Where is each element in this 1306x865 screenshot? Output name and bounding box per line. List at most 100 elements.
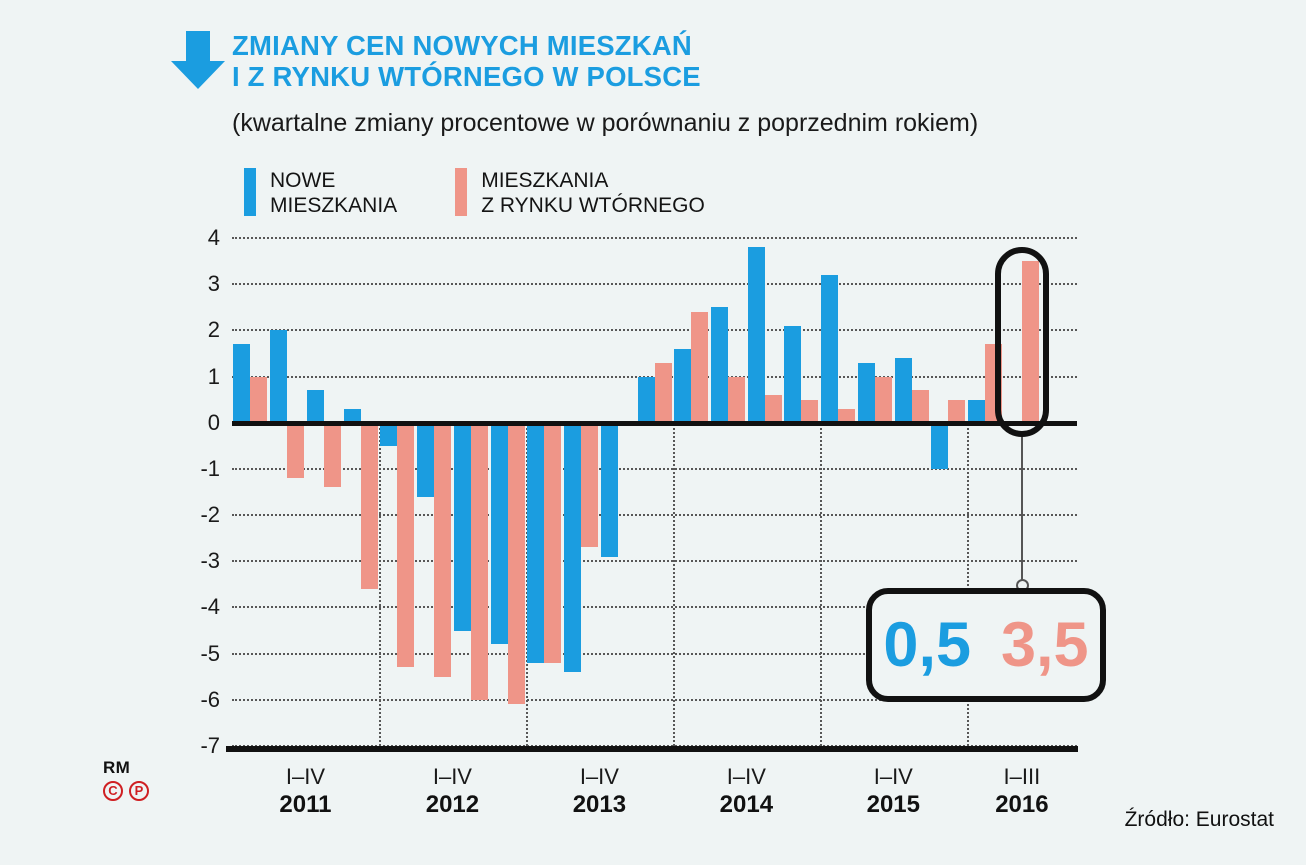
year-separator [378, 422, 381, 746]
x-axis-group-label: I–IV 2012 [426, 764, 479, 819]
x-axis-quarters: I–IV [579, 764, 619, 789]
y-axis-tick-label: 4 [207, 225, 220, 250]
year-separator [819, 422, 822, 746]
callout-value-wtorne: 3,5 [1001, 609, 1089, 680]
x-axis-group-label: I–IV 2011 [279, 764, 331, 819]
bar-wtorne [507, 422, 525, 705]
y-axis-tick-label: 3 [207, 271, 220, 297]
bar-wtorne [691, 311, 709, 423]
bar-wtorne [581, 422, 599, 548]
page-title: ZMIANY CEN NOWYCH MIESZKAŃ I Z RYNKU WTÓ… [232, 30, 1172, 92]
x-axis-line [226, 746, 1078, 752]
rm-label: RM [103, 758, 131, 777]
bar-nowe [857, 362, 875, 423]
bar-nowe [270, 330, 288, 423]
bar-nowe [637, 376, 655, 423]
callout-leader-line [1020, 436, 1023, 585]
source-note: Źródło: Eurostat [1124, 808, 1274, 831]
y-axis-tick-label: -5 [200, 640, 220, 666]
bar-wtorne [287, 422, 305, 479]
bar-nowe [417, 422, 435, 497]
legend-label-wtorne-line2: Z RYNKU WTÓRNEGO [481, 194, 705, 217]
bar-wtorne [360, 422, 378, 589]
title-line-2: I Z RYNKU WTÓRNEGO W POLSCE [232, 61, 701, 92]
x-axis-group-label: I–III 2016 [995, 764, 1048, 819]
legend-label-nowe-line1: NOWE [270, 169, 336, 192]
bar-nowe [564, 422, 582, 673]
x-axis-year: 2012 [425, 791, 480, 818]
phonogram-icon: P [129, 781, 149, 801]
gridline [232, 560, 1077, 563]
bar-nowe [306, 390, 324, 423]
bar-wtorne [1021, 261, 1039, 423]
y-axis-tick-label: 0 [207, 409, 220, 435]
y-axis-tick-label: -7 [200, 733, 220, 758]
bar-wtorne [838, 408, 856, 423]
y-axis-tick-label: -3 [200, 548, 220, 574]
gridline [232, 698, 1077, 701]
bar-nowe [490, 422, 508, 645]
x-axis-quarters: I–IV [726, 764, 766, 789]
bar-chart-plot: 4 3 2 1 0 -1 -2 -3 -4 -5 -6 -7 I–IV 2011 I–IV 2012 I–IV 2… [200, 225, 1078, 818]
bar-wtorne [323, 422, 341, 488]
x-axis-year: 2016 [995, 791, 1049, 818]
legend-label-nowe-line2: MIESZKANIA [270, 194, 398, 217]
year-separator [966, 422, 969, 746]
bar-wtorne [544, 422, 562, 663]
callout-value-nowe: 0,5 [883, 609, 971, 680]
bar-nowe [380, 422, 398, 446]
gridline [232, 283, 1077, 286]
gridline [232, 467, 1077, 470]
x-axis-group-label: I–IV 2014 [720, 764, 773, 819]
bar-wtorne [470, 422, 488, 700]
y-axis-tick-label: -6 [200, 686, 220, 712]
bar-nowe [233, 344, 251, 423]
x-axis-year: 2015 [866, 791, 920, 818]
bar-nowe [600, 422, 618, 557]
copyright-icon: C [103, 781, 123, 801]
legend-label-nowe: NOWE MIESZKANIA [270, 168, 397, 218]
rm-watermark: RM C P [103, 758, 149, 801]
x-axis-group-label: I–IV 2013 [573, 764, 626, 819]
gridline [232, 237, 1077, 239]
x-axis-quarters: I–III [1003, 764, 1041, 789]
bar-wtorne [250, 376, 268, 423]
y-axis-tick-label: -2 [200, 502, 220, 528]
x-axis-quarters: I–IV [285, 764, 326, 789]
bar-wtorne [434, 422, 452, 677]
bar-wtorne [874, 376, 892, 423]
legend-label-wtorne-line1: MIESZKANIA [481, 169, 609, 192]
x-axis-year: 2011 [279, 791, 332, 818]
bar-wtorne [727, 376, 745, 423]
zero-axis-line [232, 420, 1077, 426]
bar-nowe [710, 307, 728, 423]
legend-label-wtorne: MIESZKANIA Z RYNKU WTÓRNEGO [481, 168, 705, 218]
bar-wtorne [654, 362, 672, 423]
rm-marks: C P [103, 781, 149, 801]
bar-nowe [931, 422, 949, 469]
x-axis-quarters: I–IV [873, 764, 913, 789]
bar-wtorne [801, 399, 819, 423]
highlight-callout: 0,5 3,5 [866, 588, 1106, 702]
y-axis-tick-label: -1 [200, 455, 220, 481]
bar-nowe [968, 399, 986, 423]
x-axis-quarters: I–IV [432, 764, 472, 789]
legend-spacer [397, 168, 455, 218]
year-separator [672, 422, 675, 746]
bar-nowe [453, 422, 471, 631]
highlight-capsule [994, 247, 1049, 437]
y-axis-tick-label: 2 [207, 317, 220, 343]
bar-wtorne [764, 395, 782, 423]
title-line-1: ZMIANY CEN NOWYCH MIESZKAŃ [232, 30, 692, 61]
bar-wtorne [397, 422, 415, 668]
bar-nowe [894, 358, 912, 423]
year-separator [525, 422, 528, 746]
chart-legend: NOWE MIESZKANIA MIESZKANIA Z RYNKU WTÓRN… [244, 168, 705, 218]
legend-item-wtorne: MIESZKANIA Z RYNKU WTÓRNEGO [455, 168, 705, 218]
down-arrow-icon [171, 31, 225, 89]
gridline [232, 606, 1077, 609]
bar-nowe [784, 325, 802, 423]
bar-nowe [821, 274, 839, 423]
bar-nowe [343, 408, 361, 423]
